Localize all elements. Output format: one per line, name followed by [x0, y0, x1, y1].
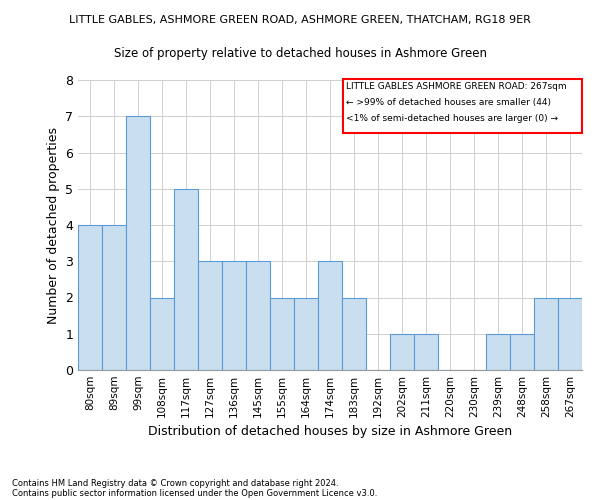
Text: <1% of semi-detached houses are larger (0) →: <1% of semi-detached houses are larger (…: [346, 114, 557, 124]
Bar: [150, 298, 174, 370]
Text: LITTLE GABLES, ASHMORE GREEN ROAD, ASHMORE GREEN, THATCHAM, RG18 9ER: LITTLE GABLES, ASHMORE GREEN ROAD, ASHMO…: [69, 15, 531, 25]
Bar: [390, 334, 414, 370]
Bar: [246, 261, 270, 370]
Bar: [486, 334, 510, 370]
Text: ← >99% of detached houses are smaller (44): ← >99% of detached houses are smaller (4…: [346, 98, 551, 108]
FancyBboxPatch shape: [343, 80, 582, 132]
Text: Contains HM Land Registry data © Crown copyright and database right 2024.: Contains HM Land Registry data © Crown c…: [12, 478, 338, 488]
Bar: [174, 188, 198, 370]
Bar: [558, 298, 582, 370]
Text: LITTLE GABLES ASHMORE GREEN ROAD: 267sqm: LITTLE GABLES ASHMORE GREEN ROAD: 267sqm: [346, 82, 566, 91]
Text: Size of property relative to detached houses in Ashmore Green: Size of property relative to detached ho…: [113, 48, 487, 60]
Bar: [102, 225, 126, 370]
Bar: [414, 334, 438, 370]
Y-axis label: Number of detached properties: Number of detached properties: [47, 126, 59, 324]
Bar: [78, 225, 102, 370]
Text: Contains public sector information licensed under the Open Government Licence v3: Contains public sector information licen…: [12, 488, 377, 498]
Bar: [270, 298, 294, 370]
Bar: [342, 298, 366, 370]
Bar: [294, 298, 318, 370]
Bar: [126, 116, 150, 370]
X-axis label: Distribution of detached houses by size in Ashmore Green: Distribution of detached houses by size …: [148, 426, 512, 438]
Bar: [198, 261, 222, 370]
Bar: [318, 261, 342, 370]
Bar: [510, 334, 534, 370]
Bar: [534, 298, 558, 370]
Bar: [222, 261, 246, 370]
